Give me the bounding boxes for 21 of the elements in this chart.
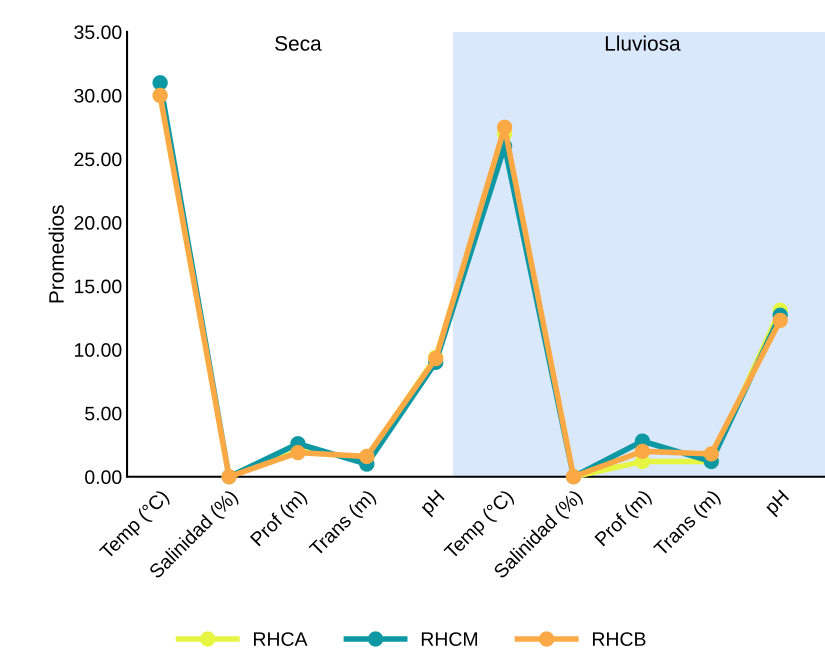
y-tick-label: 0.00 <box>85 470 122 484</box>
point <box>152 75 168 90</box>
x-tick-label: pH <box>420 489 448 518</box>
point <box>634 444 650 459</box>
point <box>772 312 788 328</box>
legend-label: RHCB <box>592 632 646 646</box>
annotation: Lluviosa <box>606 36 681 51</box>
x-tick-label: pH <box>764 489 792 518</box>
legend-label: RHCA <box>254 632 308 646</box>
y-tick-label: 15.00 <box>75 280 122 294</box>
point <box>496 120 512 135</box>
y-axis-title: Promedios <box>48 205 64 302</box>
point <box>704 446 719 462</box>
annotation: Seca <box>275 36 322 51</box>
y-tick-label: 35.00 <box>74 25 122 40</box>
y-tick-label: 20.00 <box>74 216 122 230</box>
legend-label: RHCM <box>422 632 478 646</box>
y-tick-label: 30.00 <box>74 88 122 103</box>
y-tick-label: 25.00 <box>74 152 122 166</box>
y-tick-label: 5.00 <box>85 406 122 420</box>
y-tick-label: 10.00 <box>75 343 122 357</box>
